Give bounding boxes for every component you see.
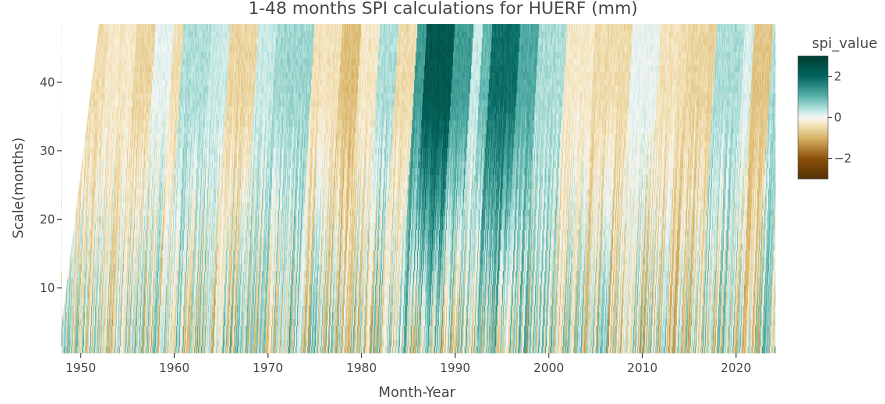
chart-title: 1-48 months SPI calculations for HUERF (… — [248, 0, 638, 19]
heatmap-cell — [774, 339, 775, 346]
heatmap-cell — [774, 346, 775, 353]
heatmap-cell — [774, 332, 775, 339]
heatmap-plot-area[interactable] — [61, 24, 775, 353]
